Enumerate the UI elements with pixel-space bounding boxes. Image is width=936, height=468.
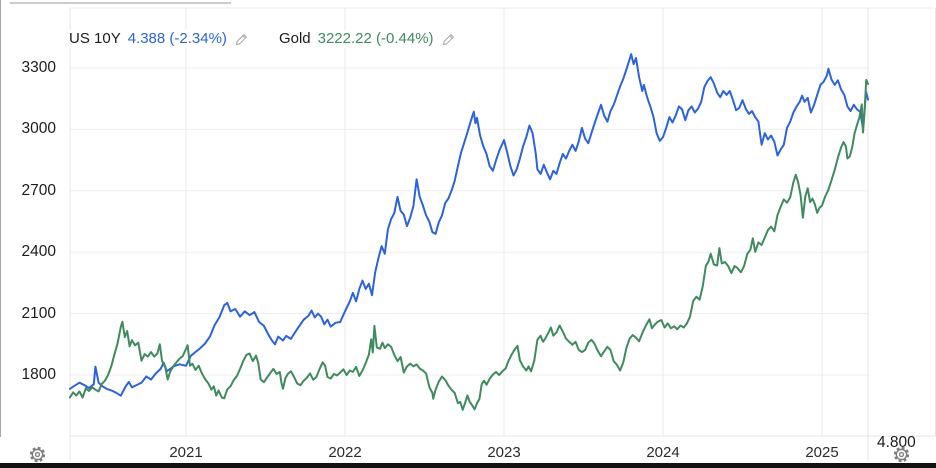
right-axis-tick: 4.800 [877,434,916,451]
x-axis-year-label: 2025 [805,444,839,461]
left-axis-tick: 3000 [21,120,56,138]
gear-icon[interactable] [892,445,911,464]
chart-legend: US 10Y 4.388 (-2.34%) Gold 3222.22 (-0.4… [67,30,458,48]
left-axis-tick: 1800 [21,366,56,383]
legend-item-us10y: US 10Y 4.388 (-2.34%) [67,30,251,48]
x-axis-year-label: 2022 [328,444,362,461]
legend-item-gold: Gold 3222.22 (-0.44%) [276,30,458,48]
series-us10y-label: US 10Y [69,30,121,47]
bottom-window-edge [0,463,936,468]
left-axis-tick: 2100 [21,304,56,322]
x-axis-year-label: 2023 [487,444,521,461]
pencil-icon[interactable] [234,32,249,47]
series-us10y-value: 4.388 (-2.34%) [127,30,227,47]
series-gold-label: Gold [278,30,311,47]
series-gold-value: 3222.22 (-0.44%) [317,30,434,47]
x-axis-year-label: 2024 [646,444,680,461]
gear-icon[interactable] [28,445,47,464]
series-line-us-10y[interactable] [68,53,870,397]
left-axis-tick: 2400 [21,243,56,261]
left-edge-line [0,0,1,437]
top-border-line [10,2,231,4]
series-line-gold[interactable] [68,78,870,411]
left-axis-tick: 2700 [21,181,56,199]
pencil-icon[interactable] [441,32,456,47]
left-axis-tick: 3300 [21,59,56,76]
x-axis-year-label: 2021 [169,444,203,461]
